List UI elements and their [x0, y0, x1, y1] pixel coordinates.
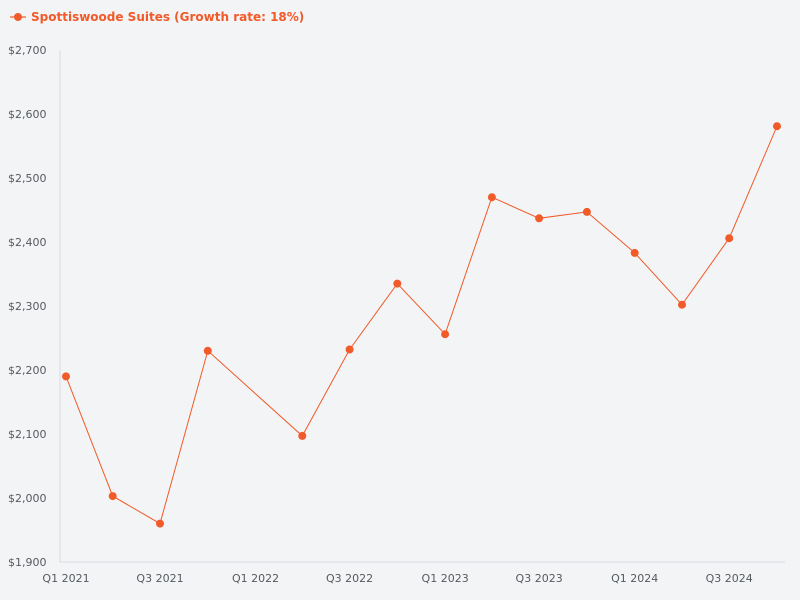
data-point [156, 519, 164, 528]
x-tick-label: Q3 2022 [326, 572, 373, 585]
data-point [345, 345, 354, 354]
x-axis-ticks: Q1 2021 Q3 2021 Q1 2022 Q3 2022 Q1 2023 Q3 20… [42, 572, 752, 585]
x-tick-label: Q3 2023 [516, 572, 563, 585]
data-point [582, 207, 591, 216]
y-tick-label: $2,500 [8, 172, 47, 185]
series-line [65, 126, 778, 525]
y-tick-label: $2,700 [8, 44, 47, 57]
data-point [630, 248, 639, 257]
x-tick-label: Q1 2022 [232, 572, 279, 585]
y-axis-ticks: $1,900 $2,000 $2,100 $2,200 $2,300 $2,400 $2,5… [8, 44, 47, 569]
y-tick-label: $2,100 [8, 428, 47, 441]
x-tick-label: Q1 2023 [422, 572, 469, 585]
data-point [535, 214, 544, 223]
y-tick-label: $2,600 [8, 108, 47, 121]
x-tick-label: Q3 2021 [136, 572, 183, 585]
y-tick-label: $2,400 [8, 236, 47, 249]
data-point [298, 431, 307, 440]
data-point [487, 193, 496, 202]
x-tick-label: Q1 2021 [42, 572, 89, 585]
x-tick-label: Q3 2024 [706, 572, 753, 585]
data-point [203, 346, 212, 355]
y-tick-label: $1,900 [8, 556, 47, 569]
y-tick-label: $2,300 [8, 300, 47, 313]
data-point [773, 122, 781, 131]
data-point [393, 279, 402, 288]
y-tick-label: $2,000 [8, 492, 47, 505]
data-point [725, 234, 734, 243]
data-point [441, 330, 450, 339]
legend-entry-label: Spottiswoode Suites (Growth rate: 18%) [31, 10, 304, 24]
data-points [62, 122, 781, 528]
data-point [678, 300, 686, 309]
legend: Spottiswoode Suites (Growth rate: 18%) [10, 10, 304, 24]
data-point [108, 492, 117, 501]
y-tick-label: $2,200 [8, 364, 47, 377]
data-point [62, 372, 70, 381]
x-tick-label: Q1 2024 [611, 572, 658, 585]
legend-dot-marker [14, 13, 22, 21]
